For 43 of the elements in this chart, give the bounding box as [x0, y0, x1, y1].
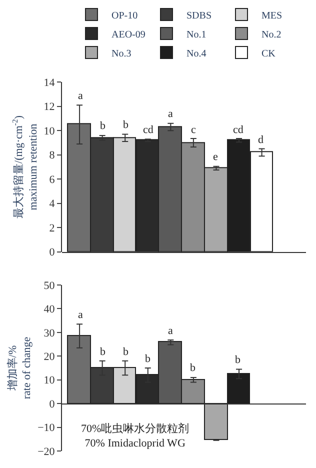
legend-label: No.3 — [112, 48, 132, 60]
data-label: a — [168, 108, 173, 120]
legend-label: SDBS — [186, 10, 212, 22]
y-tick-label: 10 — [44, 374, 56, 387]
data-label: b — [123, 346, 129, 358]
y-tick-label: 2 — [49, 222, 55, 234]
legend-label: AEO-09 — [112, 29, 146, 40]
annotation: 70%吡虫啉水分散粒剂 70% Imidacloprid WG — [81, 422, 190, 450]
data-label: b — [100, 120, 106, 132]
y-tick-label: 40 — [44, 304, 56, 316]
data-label: b — [145, 353, 151, 365]
data-label: cd — [233, 124, 244, 136]
legend-label: No.4 — [186, 48, 206, 60]
y-tick-label: 0 — [49, 398, 56, 410]
y-tick-label: 4 — [49, 198, 56, 210]
y-tick-label: −20 — [38, 446, 56, 458]
y-tick-label: 6 — [49, 174, 56, 186]
legend-label: No.2 — [262, 29, 282, 40]
data-label: d — [258, 134, 264, 146]
legend-label: CK — [262, 48, 276, 60]
data-label: cd — [143, 124, 154, 136]
y-tick-label: 50 — [44, 280, 56, 292]
y-tick-label: 12 — [44, 101, 55, 114]
data-label: a — [78, 90, 83, 102]
y-axis-title: 增加率/% rate of change — [6, 336, 34, 400]
data-label: b — [190, 362, 196, 374]
y-tick-label: −10 — [38, 422, 56, 434]
data-label: e — [213, 151, 218, 163]
data-label: b — [235, 354, 241, 366]
y-tick-label: 8 — [49, 150, 56, 162]
data-label: b — [100, 346, 106, 358]
legend-label: No.1 — [186, 29, 206, 40]
data-label: b — [123, 119, 129, 131]
data-label: a — [168, 325, 173, 337]
y-tick-label: 20 — [44, 351, 56, 364]
y-tick-label: 10 — [44, 125, 56, 138]
legend-label: MES — [262, 10, 282, 22]
data-label: c — [191, 124, 196, 136]
legend-label: OP-10 — [112, 10, 138, 22]
data-label: a — [78, 309, 83, 321]
y-tick-label: 30 — [44, 327, 56, 340]
y-tick-label: 0 — [49, 246, 56, 259]
y-tick-label: 14 — [44, 77, 56, 89]
